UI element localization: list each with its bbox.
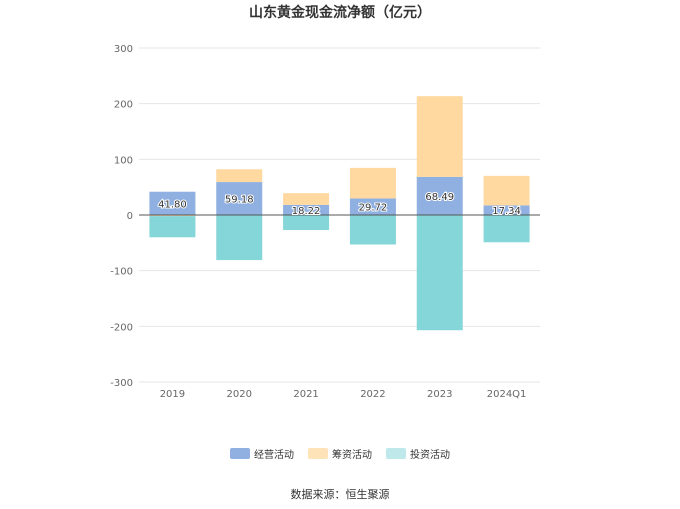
data-source: 数据来源：恒生聚源 — [290, 488, 390, 501]
data-label-operating: 41.80 — [158, 199, 187, 210]
x-tick-label: 2019 — [160, 389, 185, 400]
x-tick-label: 2024Q1 — [487, 389, 527, 400]
bar-investing — [216, 215, 263, 261]
bar-investing — [416, 215, 463, 331]
bar-operating — [216, 182, 263, 215]
bar-financing — [349, 167, 396, 199]
legend: 经营活动 筹资活动 投资活动 — [0, 446, 680, 461]
data-label-operating: 59.18 — [225, 195, 254, 206]
bar-operating — [416, 176, 463, 215]
x-tick-label: 2022 — [360, 389, 385, 400]
bar-financing — [483, 175, 530, 206]
y-tick-label: 0 — [127, 211, 133, 222]
x-tick-label: 2020 — [227, 389, 252, 400]
bar-investing — [349, 215, 396, 245]
bar-financing — [216, 169, 263, 183]
legend-swatch-operating — [230, 448, 250, 459]
y-tick-label: -300 — [110, 378, 133, 389]
data-label-operating: 18.22 — [292, 206, 321, 217]
legend-item-financing[interactable]: 筹资活动 — [308, 446, 372, 461]
bar-investing — [483, 215, 530, 243]
bar-financing — [416, 96, 463, 177]
y-tick-label: -100 — [110, 267, 133, 278]
bar-financing — [283, 193, 330, 205]
y-tick-label: -200 — [110, 322, 133, 333]
y-tick-label: 300 — [114, 44, 133, 55]
label-layer: 41.80 59.18 18.22 29.72 68.49 17.34 — [157, 191, 522, 218]
y-tick-label: 200 — [114, 100, 133, 111]
data-label-operating: 17.34 — [492, 206, 521, 217]
x-tick-label: 2021 — [293, 389, 318, 400]
bar-investing — [283, 215, 330, 231]
legend-swatch-investing — [386, 448, 406, 459]
bar-operating — [349, 198, 396, 215]
bar-financing — [149, 215, 196, 217]
y-tick-label: 100 — [114, 155, 133, 166]
bar-operating — [149, 191, 196, 215]
bar-operating — [283, 204, 330, 215]
legend-item-investing[interactable]: 投资活动 — [386, 446, 450, 461]
data-label-operating: 68.49 — [425, 192, 454, 203]
legend-swatch-financing — [308, 448, 328, 459]
legend-label-operating: 经营活动 — [254, 450, 294, 461]
bar-layer — [149, 96, 530, 331]
legend-label-financing: 筹资活动 — [332, 450, 372, 461]
legend-item-operating[interactable]: 经营活动 — [230, 446, 294, 461]
axis-layer: 300 200 100 0 -100 -200 -300 2019 2020 2021 2022 20… — [110, 44, 540, 400]
bar-operating — [483, 205, 530, 215]
bar-investing — [149, 216, 196, 238]
data-label-operating: 29.72 — [359, 203, 388, 214]
legend-label-investing: 投资活动 — [410, 450, 450, 461]
x-tick-label: 2023 — [427, 389, 452, 400]
grid-layer — [139, 47, 540, 383]
chart-title: 山东黄金现金流净额（亿元） — [249, 5, 431, 21]
